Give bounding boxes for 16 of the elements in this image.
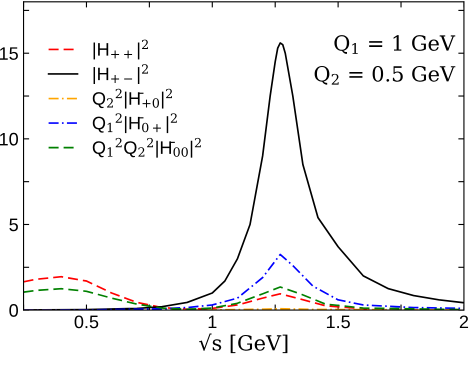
y-tick-label: 0	[9, 304, 18, 317]
y-tick-label: 5	[9, 218, 18, 232]
text: Q$_{1}$$^{2}$Q$_{2}$$^{2}$|H̄$_{00}$|$^{2}$	[92, 138, 201, 158]
legend-label: Q$_{1}$$^{2}$|H̄$_{0+}$|$^{2}$	[92, 113, 177, 134]
x-tick-label: 0.5	[74, 315, 98, 328]
x-tick-label: 1.5	[326, 316, 350, 328]
legend-label: |H$_{++}$|$^{2}$	[94, 40, 148, 60]
y-tick-label: 10	[0, 132, 18, 146]
annotation: Q$_{2}$ = 0.5 GeV	[314, 66, 456, 85]
x-tick-label: 2	[460, 315, 468, 328]
y-tick-label: 15	[0, 47, 18, 60]
legend-label: Q$_{2}$$^{2}$|H̄$_{+0}$|$^{2}$	[92, 88, 172, 109]
annotation: Q$_{1}$ = 1 GeV	[334, 35, 456, 54]
legend-label: |H$_{+−}$|$^{2}$	[94, 64, 148, 84]
x-axis-title: √s [GeV]	[198, 334, 288, 354]
x-tick-label: 1	[208, 316, 216, 328]
